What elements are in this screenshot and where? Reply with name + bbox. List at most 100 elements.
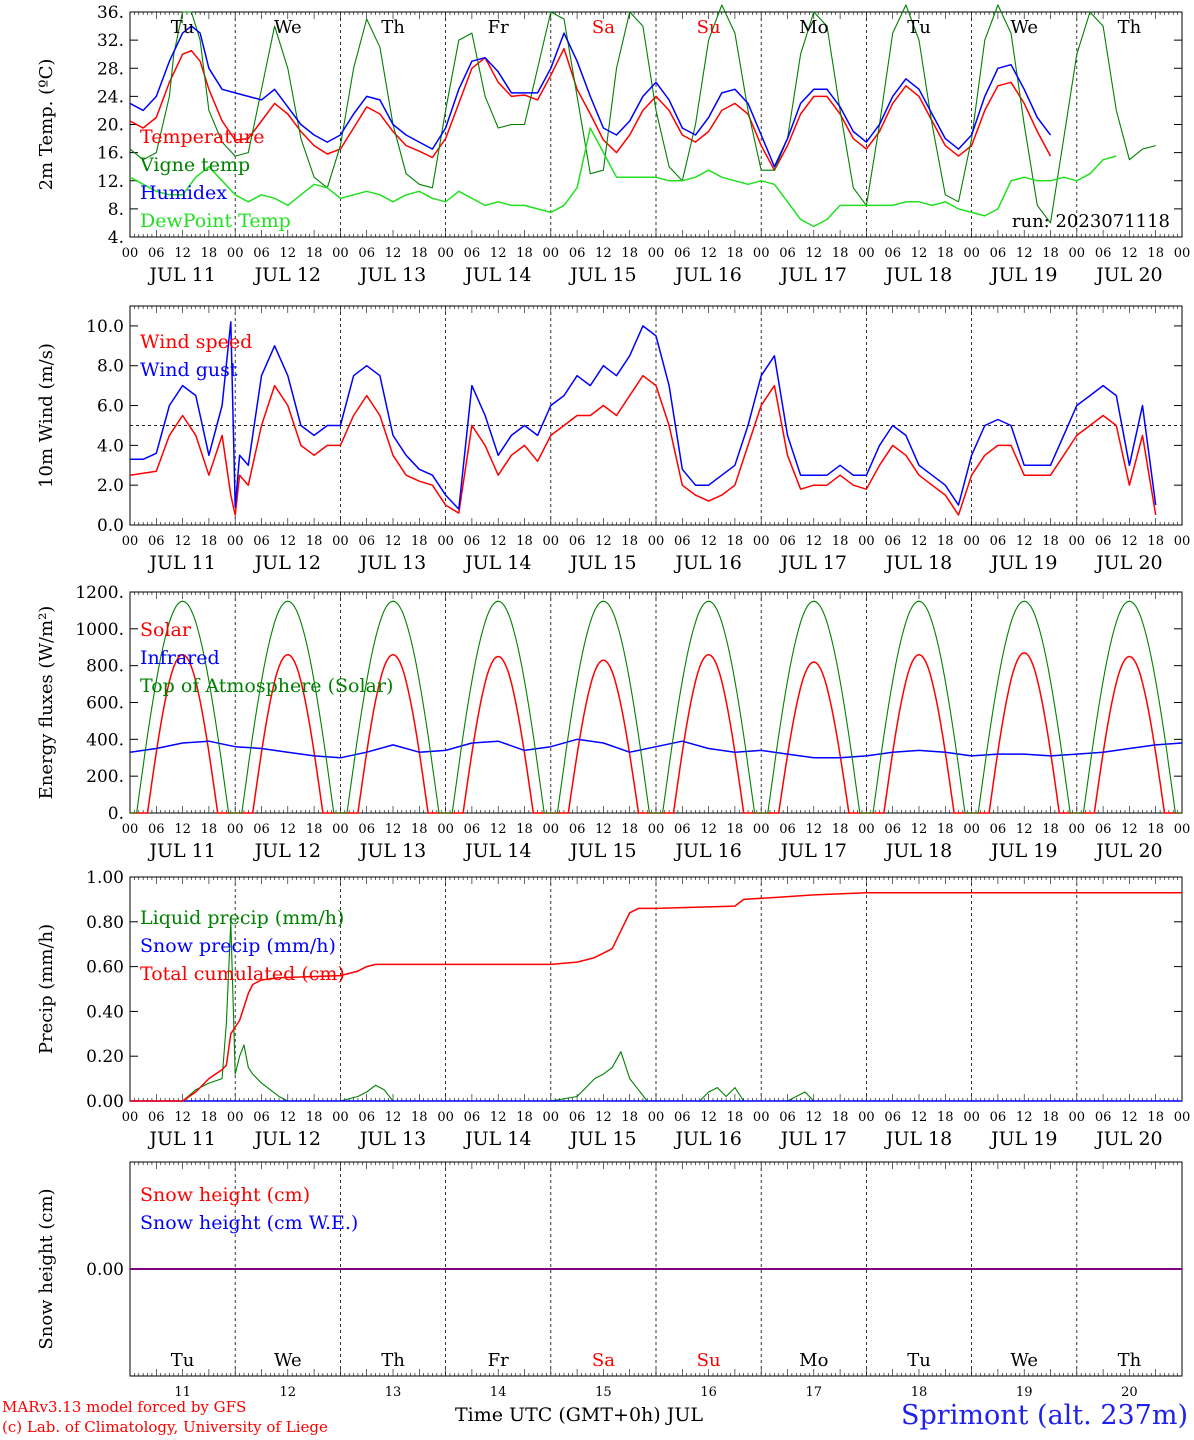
x-hour-label: 12 [911,534,928,549]
dow-label: Fr [488,1350,509,1371]
dow-label: Fr [488,17,509,38]
x-date-label: JUL 13 [358,264,426,286]
legend-label: Wind gust [140,359,238,381]
solar-series [340,653,446,814]
x-hour-label: 06 [253,1110,270,1125]
x-hour-label: 12 [700,822,717,837]
y-tick-label: 0. [108,804,124,824]
x-hour-label: 00 [1069,246,1086,261]
y-tick-label: 0.00 [86,1092,124,1112]
dow-label: Tu [171,1350,195,1371]
x-hour-label: 18 [937,822,954,837]
dow-label: We [274,1350,302,1371]
x-hour-label: 00 [1069,534,1086,549]
x-hour-label: 06 [884,246,901,261]
solar-series [130,653,236,814]
x-hour-label: 18 [832,822,849,837]
y-tick-label: 32. [97,31,124,51]
x-hour-label: 06 [358,1110,375,1125]
legend-label: Temperature [140,126,264,148]
y-tick-label: 200. [86,767,124,787]
x-hour-label: 00 [963,822,980,837]
x-hour-label: 00 [648,1110,665,1125]
x-hour-label: 06 [674,246,691,261]
x-date-label: JUL 20 [1094,840,1162,862]
run-label: run: 2023071118 [1012,211,1170,232]
x-hour-label: 00 [963,534,980,549]
x-hour-label: 06 [358,534,375,549]
y-tick-label: 20. [97,116,124,136]
x-hour-label: 00 [858,1110,875,1125]
y-tick-label: 36. [97,3,124,23]
x-hour-label: 06 [674,534,691,549]
y-axis-label: 2m Temp. (ºC) [36,59,57,191]
dow-label: Th [1118,1350,1142,1371]
day-number-label: 17 [806,1385,823,1400]
y-tick-label: 0.60 [86,958,124,978]
legend-label: Solar [140,619,192,641]
y-tick-label: 4.0 [97,436,124,456]
x-hour-label: 18 [1042,246,1059,261]
x-hour-label: 00 [1174,246,1191,261]
x-hour-label: 12 [595,534,612,549]
x-hour-label: 12 [1016,246,1033,261]
y-tick-label: 0.40 [86,1002,124,1022]
x-hour-label: 18 [832,1110,849,1125]
x-hour-label: 12 [490,534,507,549]
temperatureseries [129,47,1052,171]
x-hour-label: 12 [700,534,717,549]
y-tick-label: 0.20 [86,1047,124,1067]
x-hour-label: 06 [253,534,270,549]
x-hour-label: 00 [1069,822,1086,837]
legend-label: Wind speed [140,331,252,353]
x-hour-label: 18 [1042,1110,1059,1125]
legend-label: Liquid precip (mm/h) [140,907,344,929]
day-number-label: 20 [1121,1385,1138,1400]
y-tick-label: 0.00 [86,1260,124,1280]
day-number-label: 15 [595,1385,612,1400]
x-hour-label: 18 [621,1110,638,1125]
x-date-label: JUL 15 [568,264,636,286]
x-hour-label: 06 [358,246,375,261]
x-date-label: JUL 17 [779,552,847,574]
x-hour-label: 06 [779,534,796,549]
x-hour-label: 06 [148,1110,165,1125]
x-hour-label: 00 [227,534,244,549]
x-hour-label: 06 [990,822,1007,837]
x-date-label: JUL 12 [253,1128,321,1150]
dow-label: Sa [592,1350,615,1371]
x-hour-label: 18 [306,534,323,549]
x-hour-label: 12 [385,534,402,549]
y-axis-label: Snow height (cm) [36,1188,57,1349]
liquid-precip-mm-h-series [130,921,1182,1102]
x-date-label: JUL 12 [253,840,321,862]
x-hour-label: 18 [306,822,323,837]
x-hour-label: 06 [464,246,481,261]
legend-label: DewPoint Temp [140,210,291,232]
x-date-label: JUL 17 [779,1128,847,1150]
dow-label: Su [697,1350,721,1371]
y-tick-label: 28. [97,59,124,79]
x-hour-label: 18 [201,534,218,549]
x-hour-label: 12 [490,246,507,261]
legend-label: Snow height (cm W.E.) [140,1212,358,1234]
x-hour-label: 12 [385,1110,402,1125]
x-hour-label: 06 [569,822,586,837]
x-date-label: JUL 20 [1094,264,1162,286]
x-hour-label: 12 [806,246,823,261]
x-hour-label: 06 [1095,822,1112,837]
x-date-label: JUL 16 [673,552,741,574]
total-cumulated-cm-series [130,891,1182,1102]
lab-credit: (c) Lab. of Climatology, University of L… [2,1418,328,1436]
y-tick-label: 12. [97,172,124,192]
x-hour-label: 12 [174,246,191,261]
x-hour-label: 18 [201,822,218,837]
x-hour-label: 06 [674,822,691,837]
x-hour-label: 00 [858,246,875,261]
x-date-label: JUL 11 [147,552,215,574]
x-date-label: JUL 15 [568,1128,636,1150]
panel-snow: 0.00 Snow height (cm) Snow height (cm) Snow… [36,1161,1183,1400]
x-date-label: JUL 16 [673,840,741,862]
y-axis-label: Energy fluxes (W/m²) [36,606,57,800]
x-date-label: JUL 19 [989,840,1057,862]
